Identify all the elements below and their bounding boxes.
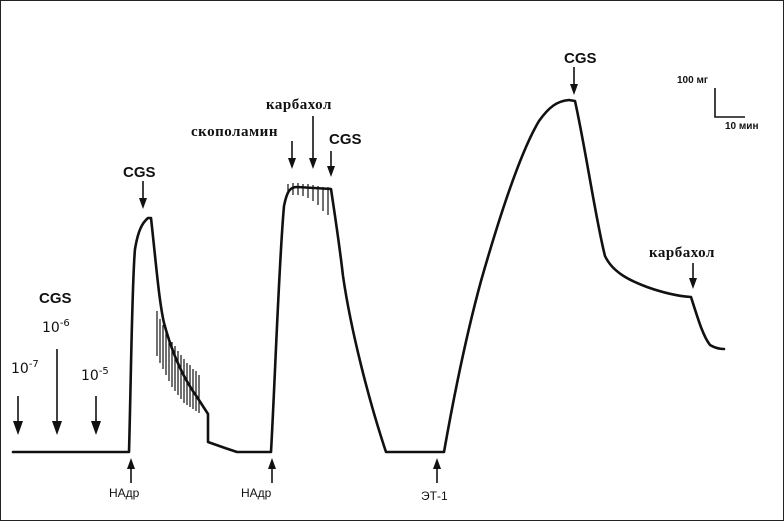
- label-cgs-1: CGS: [123, 164, 156, 181]
- label-conc-6: 10-6: [42, 318, 70, 336]
- scale-bar-horizontal-label: 10 мин: [725, 121, 759, 132]
- label-cgs-2: CGS: [329, 131, 362, 148]
- arrow-carbachol-2: [689, 263, 697, 289]
- label-scopolamine: скополамин: [191, 124, 278, 140]
- plateau-noise: [287, 183, 329, 215]
- arrow-cgs-3: [570, 67, 578, 95]
- arrow-nadr-2: [268, 458, 276, 483]
- scale-bar-vertical-label: 100 мг: [677, 75, 708, 86]
- label-cgs-main: CGS: [39, 290, 72, 307]
- tension-trace-line: [11, 98, 726, 454]
- arrow-conc-5: [91, 396, 101, 435]
- arrow-conc-7: [13, 396, 23, 435]
- label-carbachol-2: карбахол: [649, 245, 715, 261]
- oscillation-band: [156, 311, 200, 413]
- arrow-nadr-1: [127, 458, 135, 483]
- label-conc-5: 10-5: [81, 366, 109, 384]
- arrow-carbachol-1: [309, 116, 317, 169]
- arrow-et1: [433, 458, 441, 483]
- label-nadr-1: НАдр: [109, 486, 140, 500]
- arrow-scopolamine: [288, 141, 296, 169]
- label-carbachol-1: карбахол: [266, 97, 332, 113]
- label-et1: ЭТ-1: [421, 489, 448, 503]
- scale-bar-lines: [714, 88, 745, 118]
- arrow-conc-6: [52, 349, 62, 435]
- label-cgs-3: CGS: [564, 50, 597, 67]
- label-nadr-2: НАдр: [241, 486, 272, 500]
- scale-bar: 100 мг 10 мин: [677, 75, 759, 132]
- arrow-cgs-1: [139, 181, 147, 209]
- arrow-cgs-2: [327, 151, 335, 177]
- label-conc-7: 10-7: [11, 359, 39, 377]
